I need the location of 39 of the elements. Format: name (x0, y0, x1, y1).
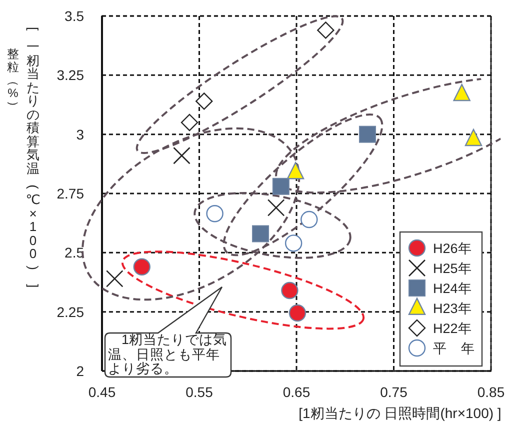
legend-label: H24年 (433, 281, 472, 296)
point (286, 162, 304, 180)
x-tick-label: 0.65 (282, 384, 310, 400)
text: 整粒（%） (6, 47, 21, 114)
x-tick-label: 0.85 (477, 384, 505, 400)
point (173, 146, 190, 164)
point (317, 22, 334, 39)
x-tick-label: 0.55 (186, 384, 214, 400)
point (288, 304, 306, 322)
point (272, 178, 290, 195)
point (453, 84, 470, 102)
y-tick-label: 2.75 (56, 186, 84, 202)
point (206, 205, 224, 222)
y-tick-label: 2 (76, 363, 84, 379)
y-tick-label: 3.5 (64, 8, 84, 24)
point (281, 282, 298, 300)
point (180, 114, 198, 132)
point (106, 270, 124, 288)
point (133, 258, 150, 276)
annotation: 1籾当たりでは気温、日照とも平年より劣る。 (108, 332, 228, 376)
point (464, 128, 482, 146)
point (300, 210, 318, 228)
y-tick-label: 3.25 (56, 67, 84, 84)
x-tick-label: 0.45 (88, 384, 116, 400)
x-axis-title: [1籾当たりの 日照時間(hr×100) ] (298, 405, 502, 421)
point (358, 126, 376, 143)
legend-label: H23年 (433, 301, 472, 316)
legend-label: 平 年 (433, 341, 475, 356)
text: [ 一籾当たりの積算気温 (℃×100) ] (26, 26, 41, 288)
point (252, 225, 270, 242)
point (196, 92, 213, 110)
point (267, 199, 285, 216)
legend-label: H26年 (433, 241, 472, 256)
point (284, 234, 302, 252)
y-tick-label: 3 (76, 126, 84, 142)
legend-label: H22年 (433, 321, 472, 336)
legend-label: H25年 (433, 261, 472, 276)
x-tick-label: 0.75 (380, 384, 408, 400)
y-tick-label: 2.25 (56, 304, 84, 320)
